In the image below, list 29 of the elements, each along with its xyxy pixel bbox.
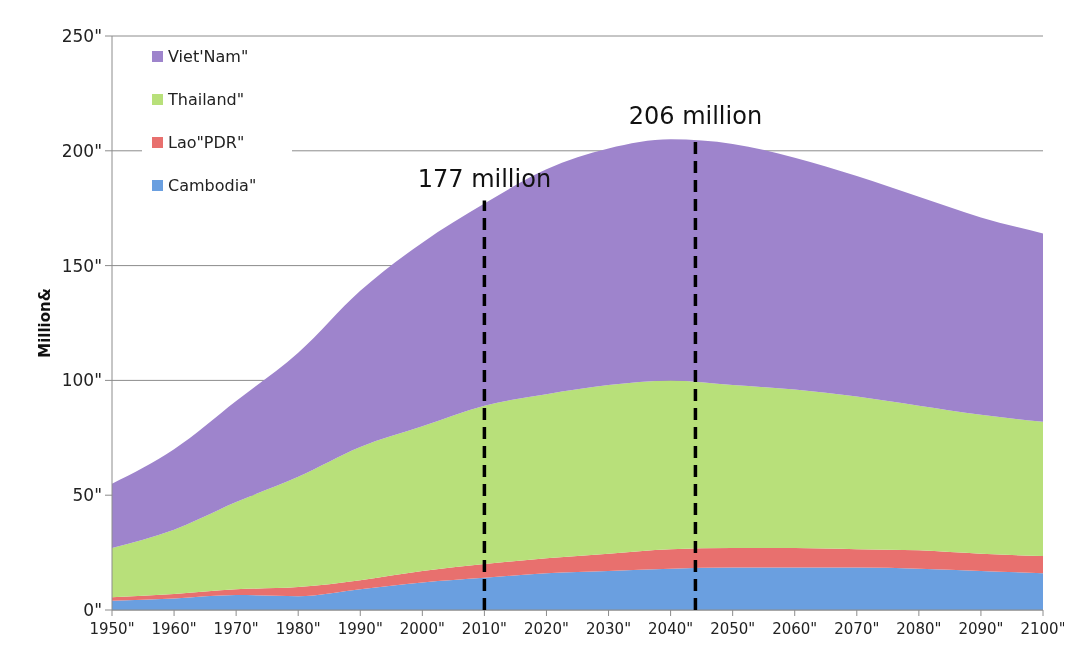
legend-label: Cambodia" <box>168 175 257 195</box>
y-tick-label: 250" <box>61 25 102 46</box>
ref-line-label: 177 million <box>417 164 552 193</box>
x-tick-label: 1980" <box>275 620 321 638</box>
x-tick-label: 2060" <box>772 620 818 638</box>
y-tick-label: 0" <box>83 599 102 620</box>
x-tick-label: 1970" <box>213 620 259 638</box>
y-tick-label: 150" <box>61 255 102 276</box>
x-tick-label: 2010" <box>461 620 507 638</box>
legend-label: Lao"PDR" <box>168 132 245 152</box>
x-tick-label: 2020" <box>523 620 570 638</box>
y-tick-label: 50" <box>72 485 102 506</box>
x-tick-label: 2000" <box>399 620 445 638</box>
y-axis-title: Million& <box>36 288 54 358</box>
x-tick-label: 2040" <box>648 620 694 638</box>
x-tick-label: 1950" <box>89 620 135 638</box>
x-tick-label: 2100" <box>1020 620 1066 638</box>
x-tick-label: 2070" <box>834 620 880 638</box>
legend-label: Thailand" <box>167 89 245 109</box>
x-tick-label: 2080" <box>896 620 942 638</box>
y-tick-label: 200" <box>61 140 102 161</box>
x-tick-label: 1990" <box>337 620 383 638</box>
x-tick-label: 1960" <box>151 620 197 638</box>
x-tick-label: 2030" <box>585 620 632 638</box>
legend-label: Viet'Nam" <box>168 46 249 66</box>
x-tick-label: 2050" <box>710 620 756 638</box>
y-tick-label: 100" <box>61 370 102 391</box>
ref-line-label: 206 million <box>628 102 763 131</box>
x-tick-label: 2090" <box>958 620 1004 638</box>
